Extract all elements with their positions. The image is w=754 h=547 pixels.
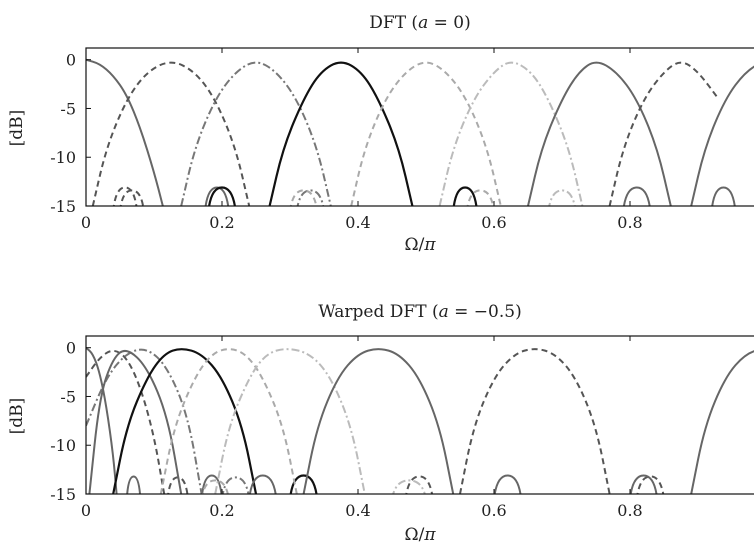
y-tick-label: 0: [66, 339, 76, 358]
x-tick-label: 0.8: [617, 501, 642, 520]
chart-title: Warped DFT (a = −0.5): [318, 302, 521, 322]
main-lobe: [214, 348, 366, 494]
series-line: [608, 61, 720, 206]
y-tick-label: 0: [66, 51, 76, 70]
main-lobe: [350, 61, 502, 206]
side-lobe: [711, 186, 736, 206]
main-lobe: [302, 348, 455, 494]
main-lobe: [86, 349, 166, 494]
side-lobe: [119, 189, 145, 206]
side-lobe: [201, 474, 223, 494]
main-lobe: [180, 61, 332, 206]
main-lobe: [690, 350, 754, 494]
series-line: [86, 346, 142, 494]
chart-dft: DFT (a = 0) 00.20.40.60.81 0-5-10-15 Ω/π…: [7, 13, 754, 255]
y-axis: 0 -5 -10 -15: [50, 339, 91, 504]
side-lobe: [204, 186, 230, 206]
series-line: [88, 349, 223, 494]
side-lobe: [289, 189, 318, 206]
side-lobe: [289, 474, 318, 494]
y-tick-label: -10: [50, 148, 76, 167]
x-axis-label: Ω/π: [404, 525, 436, 545]
main-lobe: [86, 58, 164, 206]
main-lobe: [159, 348, 298, 494]
side-lobe: [296, 189, 325, 206]
side-lobe: [167, 476, 189, 494]
main-lobe: [527, 61, 672, 206]
series-line: [527, 61, 672, 206]
plot-area: [86, 58, 754, 206]
series-line: [112, 348, 318, 494]
x-tick-label: 0.8: [617, 213, 642, 232]
x-tick-label: 0.2: [209, 501, 234, 520]
series-line: [159, 348, 298, 494]
series-line: [405, 348, 665, 494]
x-tick-label: 0.6: [481, 501, 506, 520]
x-tick-label: 0.2: [209, 213, 234, 232]
series-line: [91, 61, 251, 206]
axes-frame: [85, 47, 754, 207]
x-tick-label: 0: [81, 501, 91, 520]
main-lobe: [86, 346, 118, 494]
y-tick-label: -5: [60, 387, 76, 406]
series-line: [86, 348, 250, 494]
series-line: [214, 348, 426, 494]
chart-warped-dft: Warped DFT (a = −0.5) 00.20.40.60.81 0-5…: [7, 302, 754, 545]
main-lobe: [268, 61, 414, 206]
side-lobe: [548, 189, 576, 206]
side-lobe: [392, 479, 426, 494]
y-tick-label: -5: [60, 99, 76, 118]
side-lobe: [208, 186, 236, 206]
x-axis: 00.20.40.60.81: [81, 336, 643, 520]
main-lobe: [86, 348, 203, 494]
side-lobe: [452, 186, 478, 206]
series-line: [289, 61, 502, 206]
side-lobe: [248, 474, 277, 494]
side-lobe: [629, 474, 658, 494]
y-axis-label: [dB]: [7, 110, 27, 147]
side-lobe: [466, 189, 495, 206]
side-lobe: [221, 476, 250, 494]
side-lobe: [622, 186, 651, 206]
y-axis-label: [dB]: [7, 398, 27, 435]
axes-frame: [85, 335, 754, 495]
y-tick-label: -10: [50, 436, 76, 455]
side-lobe: [201, 479, 229, 494]
main-lobe: [438, 61, 584, 206]
side-lobe: [126, 475, 142, 494]
series-line: [86, 349, 189, 494]
side-lobe: [493, 474, 522, 494]
series-line: [690, 65, 754, 206]
main-lobe: [88, 349, 183, 494]
y-axis: 0 -5 -10 -15: [50, 51, 91, 216]
x-tick-label: 0.4: [345, 213, 370, 232]
main-lobe: [459, 348, 611, 494]
side-lobe: [112, 186, 138, 206]
x-tick-label: 0: [81, 213, 91, 232]
main-lobe: [608, 61, 720, 206]
x-axis: 00.20.40.60.81: [81, 48, 643, 232]
plot-area: [86, 346, 754, 494]
x-tick-label: 0.4: [345, 501, 370, 520]
x-axis-label: Ω/π: [404, 235, 436, 255]
series-line: [180, 61, 332, 206]
series-line: [629, 350, 754, 494]
main-lobe: [690, 65, 754, 206]
main-lobe: [112, 348, 258, 494]
x-tick-label: 0.6: [481, 213, 506, 232]
side-lobe: [636, 475, 665, 494]
series-line: [86, 58, 230, 206]
chart-title: DFT (a = 0): [369, 13, 470, 33]
y-tick-label: -15: [50, 485, 76, 504]
series-line: [208, 61, 478, 206]
series-line: [248, 348, 522, 494]
side-lobe: [405, 475, 434, 494]
y-tick-label: -15: [50, 197, 76, 216]
